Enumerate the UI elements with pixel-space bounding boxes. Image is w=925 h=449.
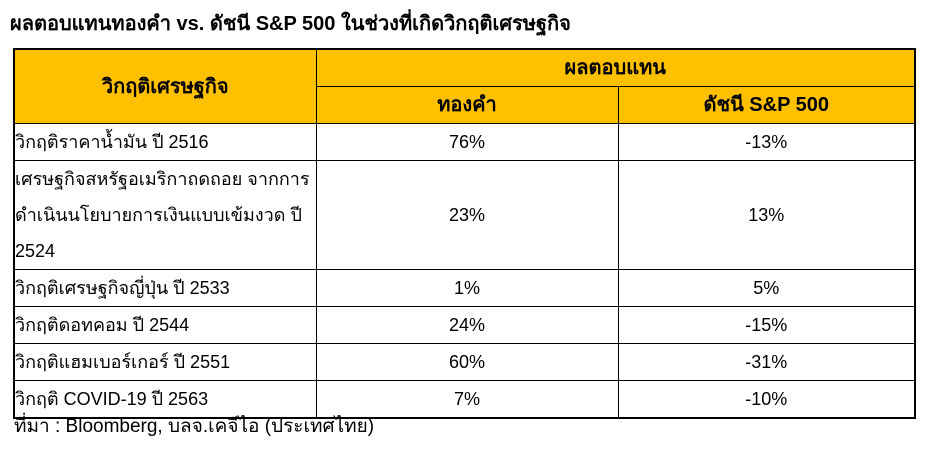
sp500-return-cell: -13%: [617, 123, 916, 161]
header-crisis: วิกฤติเศรษฐกิจ: [13, 48, 317, 124]
gold-return-cell: 7%: [315, 380, 619, 419]
sp500-return-cell: -15%: [617, 306, 916, 344]
crisis-cell: เศรษฐกิจสหรัฐอเมริกาถดถอย จากการดำเนินนโ…: [13, 160, 317, 270]
gold-return-cell: 23%: [315, 160, 619, 270]
crisis-cell: วิกฤติราคาน้ำมัน ปี 2516: [13, 123, 317, 161]
sp500-return-cell: -10%: [617, 380, 916, 419]
header-row-1: วิกฤติเศรษฐกิจ ผลตอบแทน: [13, 48, 916, 124]
table-row: เศรษฐกิจสหรัฐอเมริกาถดถอย จากการดำเนินนโ…: [13, 160, 916, 270]
source-note: ที่มา : Bloomberg, บลจ.เคจีไอ (ประเทศไทย…: [14, 416, 375, 437]
header-returns-group: ผลตอบแทน: [315, 48, 916, 87]
crisis-cell: วิกฤติเศรษฐกิจญี่ปุ่น ปี 2533: [13, 269, 317, 307]
table-row: วิกฤติแฮมเบอร์เกอร์ ปี 2551 60% -31%: [13, 343, 916, 381]
sp500-return-cell: 5%: [617, 269, 916, 307]
header-sp500: ดัชนี S&P 500: [617, 86, 916, 124]
gold-return-cell: 76%: [315, 123, 619, 161]
table-row: วิกฤติราคาน้ำมัน ปี 2516 76% -13%: [13, 123, 916, 161]
sp500-return-cell: -31%: [617, 343, 916, 381]
header-gold: ทองคำ: [315, 86, 619, 124]
table-row: วิกฤติ COVID-19 ปี 2563 7% -10%: [13, 380, 916, 419]
table-row: วิกฤติเศรษฐกิจญี่ปุ่น ปี 2533 1% 5%: [13, 269, 916, 307]
page-title: ผลตอบแทนทองคำ vs. ดัชนี S&P 500 ในช่วงที…: [10, 13, 571, 35]
crisis-cell: วิกฤติ COVID-19 ปี 2563: [13, 380, 317, 419]
header-row-2: ทองคำ ดัชนี S&P 500: [14, 86, 916, 124]
gold-return-cell: 24%: [315, 306, 619, 344]
table-row: วิกฤติดอทคอม ปี 2544 24% -15%: [13, 306, 916, 344]
table-body: วิกฤติราคาน้ำมัน ปี 2516 76% -13% เศรษฐก…: [13, 123, 916, 419]
table-header: วิกฤติเศรษฐกิจ ผลตอบแทน ทองคำ ดัชนี S&P …: [13, 48, 916, 124]
crisis-cell: วิกฤติแฮมเบอร์เกอร์ ปี 2551: [13, 343, 317, 381]
gold-return-cell: 1%: [315, 269, 619, 307]
sp500-return-cell: 13%: [617, 160, 916, 270]
returns-table: วิกฤติเศรษฐกิจ ผลตอบแทน ทองคำ ดัชนี S&P …: [13, 48, 917, 419]
gold-return-cell: 60%: [315, 343, 619, 381]
crisis-cell: วิกฤติดอทคอม ปี 2544: [13, 306, 317, 344]
